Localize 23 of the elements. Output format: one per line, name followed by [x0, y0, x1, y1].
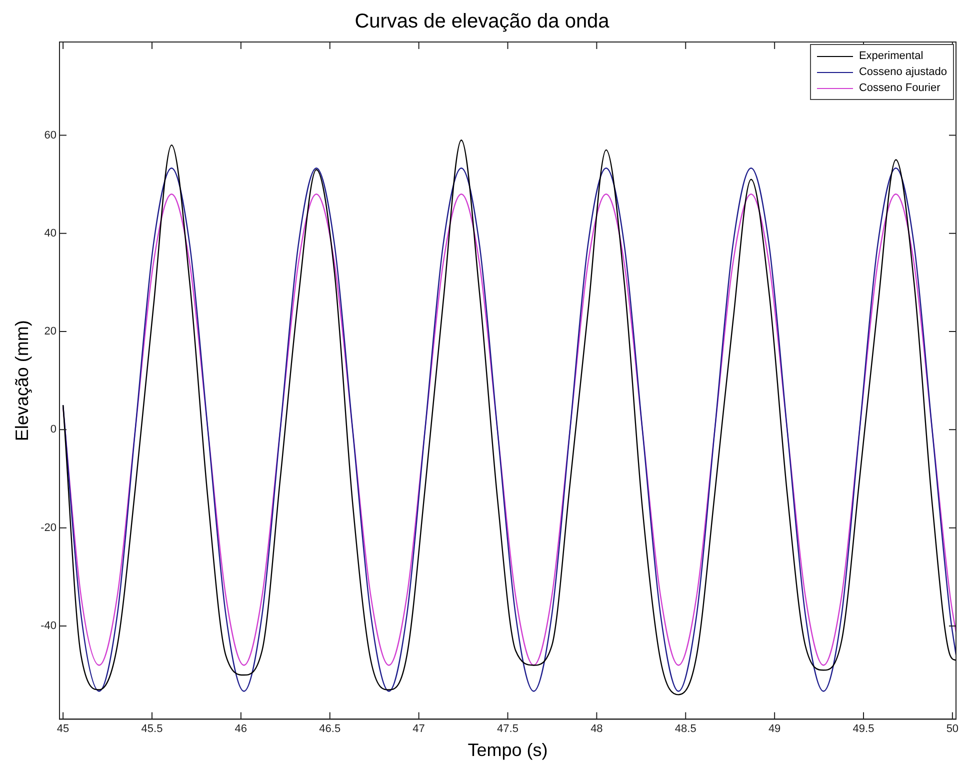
x-tick-label: 49.5	[852, 722, 874, 735]
y-tick-label: 60	[44, 129, 56, 142]
y-tick-label: 0	[50, 424, 56, 436]
x-tick-label: 46.5	[319, 722, 341, 735]
x-tick-label: 50	[946, 722, 959, 735]
y-tick-label: 40	[44, 227, 56, 240]
y-axis-title: Elevação (mm)	[12, 320, 32, 442]
legend-label: Cosseno ajustado	[858, 65, 947, 80]
x-tick-label: 46	[234, 722, 248, 735]
chart-title: Curvas de elevação da onda	[354, 10, 610, 33]
y-tick-label: -20	[40, 522, 56, 534]
x-axis-title: Tempo (s)	[468, 740, 548, 760]
x-tick-label: 48	[590, 722, 603, 735]
y-tick-label: -40	[40, 620, 56, 632]
legend-label: Experimental	[858, 49, 924, 64]
x-tick-label: 49	[768, 722, 781, 735]
y-tick-label: 20	[44, 326, 56, 338]
x-tick-label: 45	[56, 722, 70, 735]
x-tick-label: 48.5	[674, 722, 696, 735]
x-tick-label: 47.5	[497, 722, 518, 735]
x-tick-label: 47	[412, 722, 425, 735]
legend-label: Cosseno Fourier	[858, 81, 940, 96]
x-tick-label: 45.5	[141, 722, 163, 735]
